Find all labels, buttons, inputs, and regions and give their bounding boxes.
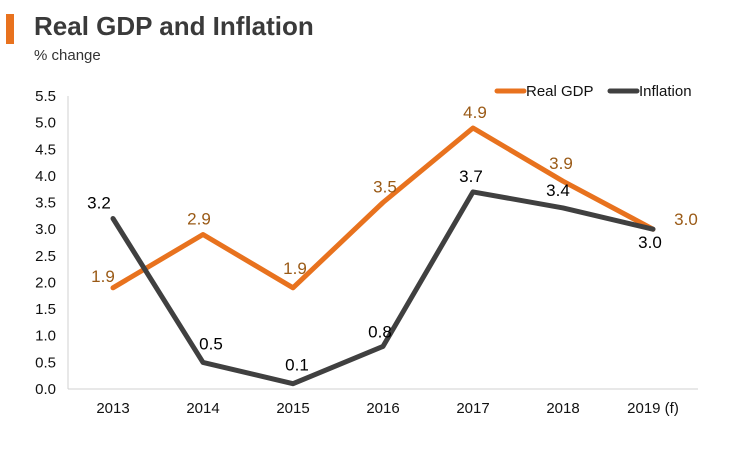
data-label-inflation: 3.2 — [87, 194, 111, 213]
y-tick-label: 4.0 — [35, 168, 56, 185]
data-label-inflation: 3.0 — [638, 233, 662, 252]
series-line-real-gdp — [110, 125, 656, 291]
legend-label-inflation: Inflation — [639, 83, 692, 100]
legend-label-real-gdp: Real GDP — [526, 83, 594, 100]
x-tick-label: 2013 — [96, 400, 129, 417]
data-label-real-gdp: 2.9 — [187, 210, 211, 229]
x-tick-label: 2018 — [546, 400, 579, 417]
data-label-real-gdp: 3.9 — [549, 154, 573, 173]
y-tick-label: 5.0 — [35, 115, 56, 132]
y-tick-label: 2.5 — [35, 248, 56, 265]
chart-title: Real GDP and Inflation — [34, 11, 314, 41]
series-line-inflation — [110, 189, 656, 387]
data-label-real-gdp: 1.9 — [91, 267, 115, 286]
y-tick-label: 2.0 — [35, 274, 56, 291]
y-tick-label: 4.5 — [35, 141, 56, 158]
x-tick-label: 2014 — [186, 400, 219, 417]
data-label-inflation: 3.4 — [546, 181, 570, 200]
x-axis-ticks: 2013 2014 2015 2016 2017 2018 2019 (f) — [96, 400, 679, 417]
series-lines — [110, 125, 656, 387]
data-label-real-gdp: 4.9 — [463, 103, 487, 122]
y-tick-label: 1.0 — [35, 328, 56, 345]
data-label-inflation: 0.5 — [199, 334, 223, 353]
x-tick-label: 2016 — [366, 400, 399, 417]
x-tick-label: 2019 (f) — [627, 400, 679, 417]
data-label-inflation: 3.7 — [459, 167, 483, 186]
x-tick-label: 2015 — [276, 400, 309, 417]
data-label-real-gdp: 1.9 — [283, 259, 307, 278]
y-tick-label: 1.5 — [35, 301, 56, 318]
axes — [67, 96, 698, 390]
legend: Real GDP Inflation — [494, 83, 692, 100]
y-tick-label: 3.0 — [35, 221, 56, 238]
data-labels: 1.9 2.9 1.9 3.5 4.9 3.9 3.0 3.2 0.5 0.1 0.8 3.7 3.4 3… — [87, 103, 698, 375]
data-label-inflation: 0.1 — [285, 356, 309, 375]
y-tick-label: 0.5 — [35, 354, 56, 371]
y-axis-ticks: 0.0 0.5 1.0 1.5 2.0 2.5 3.0 3.5 4.0 4.5 5.0 5.5 — [35, 88, 56, 398]
title-accent-bar — [6, 14, 14, 44]
y-tick-label: 5.5 — [35, 88, 56, 105]
y-tick-label: 0.0 — [35, 381, 56, 398]
data-label-real-gdp: 3.0 — [674, 210, 698, 229]
x-tick-label: 2017 — [456, 400, 489, 417]
data-label-inflation: 0.8 — [368, 322, 392, 341]
chart-subtitle: % change — [34, 47, 101, 64]
data-label-real-gdp: 3.5 — [373, 178, 397, 197]
y-tick-label: 3.5 — [35, 195, 56, 212]
